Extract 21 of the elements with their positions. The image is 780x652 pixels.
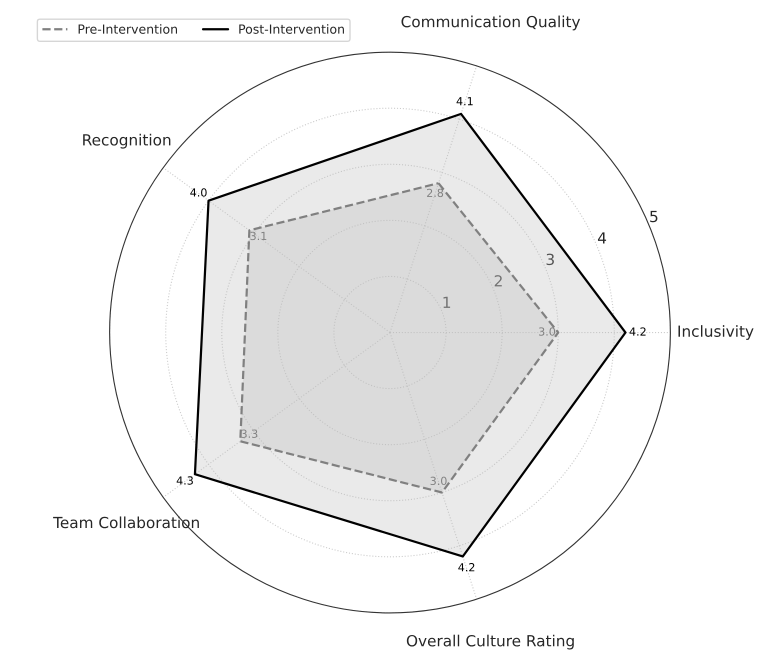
spoke-label: Communication Quality [402,16,580,30]
spoke-label: Inclusivity [678,325,754,340]
data-label: 4.2 [630,327,646,336]
data-label: 3.0 [539,327,556,336]
data-label: 4.3 [176,476,193,485]
data-label: 2.8 [427,188,444,198]
y-tick-label: 2 [494,275,502,286]
legend-label: Post-Intervention [239,24,344,34]
data-label: 4.1 [456,97,473,106]
y-tick-label: 3 [546,254,554,266]
data-label: 3.0 [430,476,447,486]
y-tick-label: 5 [650,210,658,222]
legend-label: Pre-Intervention [78,24,177,34]
data-label: 3.3 [241,430,258,438]
y-tick-label: 1 [443,296,450,308]
data-label: 4.2 [458,563,474,572]
data-label: 4.0 [190,188,207,197]
spoke-label: Overall Culture Rating [406,634,574,650]
y-tick-label: 4 [598,232,606,244]
spoke-label: Recognition [83,134,170,149]
data-label: 3.1 [250,232,266,240]
